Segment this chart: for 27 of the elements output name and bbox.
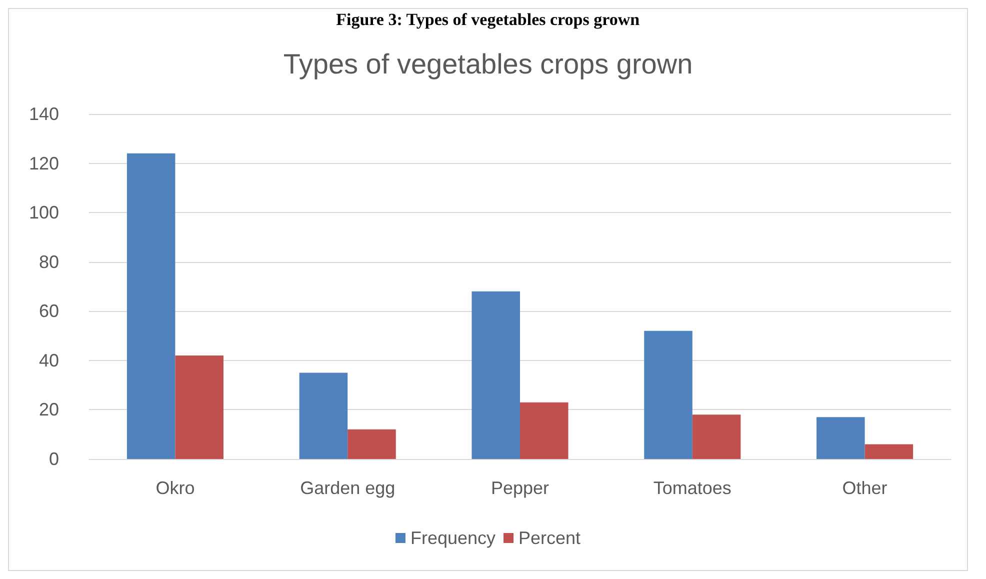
y-tick-label: 0 [48,449,59,469]
bar [299,372,348,459]
y-tick-label: 20 [38,400,59,420]
x-tick-label: Other [842,478,888,498]
bar [126,153,176,459]
y-tick-label: 40 [38,350,59,370]
y-tick-label: 140 [28,104,59,124]
y-tick-label: 60 [38,301,59,322]
y-tick-label: 120 [28,153,59,174]
x-tick-label: Tomatoes [653,478,732,498]
y-tick-label: 80 [38,252,59,272]
bar [348,429,396,459]
bar [864,444,914,459]
caption: Figure 3: Types of vegetables crops grown [336,10,640,29]
legend-label: Percent [518,528,581,548]
legend-label: Frequency [410,528,496,548]
bar [644,330,692,459]
x-tick-label: Okro [156,478,195,498]
bar [816,417,865,459]
x-tick-label: Pepper [490,478,550,498]
chart-title: Types of vegetables crops grown [283,48,693,80]
bar [472,291,520,459]
bar [175,356,224,459]
bar [692,414,741,459]
x-tick-label: Garden egg [300,478,396,498]
bar [520,402,568,459]
y-tick-label: 100 [28,202,59,223]
